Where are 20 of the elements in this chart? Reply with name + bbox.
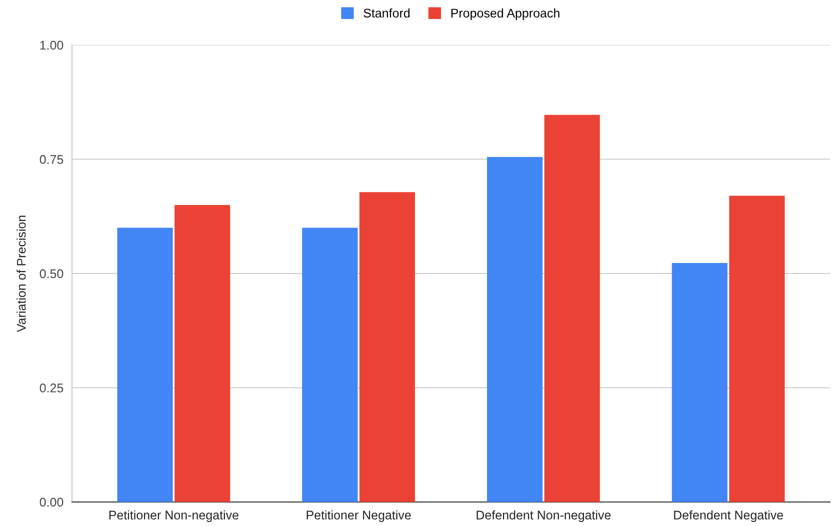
bar bbox=[302, 228, 358, 502]
x-tick-label: Petitioner Negative bbox=[306, 510, 411, 522]
bar bbox=[729, 196, 785, 502]
x-tick-label: Defendent Non-negative bbox=[476, 510, 611, 522]
y-axis-title: Variation of Precision bbox=[16, 216, 26, 332]
bar bbox=[544, 114, 600, 502]
y-tick-label: 0.00 bbox=[40, 498, 64, 507]
bar bbox=[486, 156, 543, 502]
legend-label: Stanford bbox=[364, 8, 410, 18]
bar bbox=[359, 192, 416, 502]
bar bbox=[117, 228, 173, 502]
y-tick-label: 0.50 bbox=[40, 269, 64, 278]
bar bbox=[174, 204, 230, 502]
x-tick-label: Defendent Negative bbox=[674, 510, 784, 522]
y-tick-label: 0.25 bbox=[40, 384, 64, 392]
bar bbox=[672, 262, 728, 502]
y-tick-label: 0.75 bbox=[40, 155, 64, 164]
y-tick-label: 1.00 bbox=[40, 40, 64, 50]
x-tick-label: Petitioner Non-negative bbox=[109, 510, 238, 522]
legend-label: Proposed Approach bbox=[451, 8, 560, 20]
